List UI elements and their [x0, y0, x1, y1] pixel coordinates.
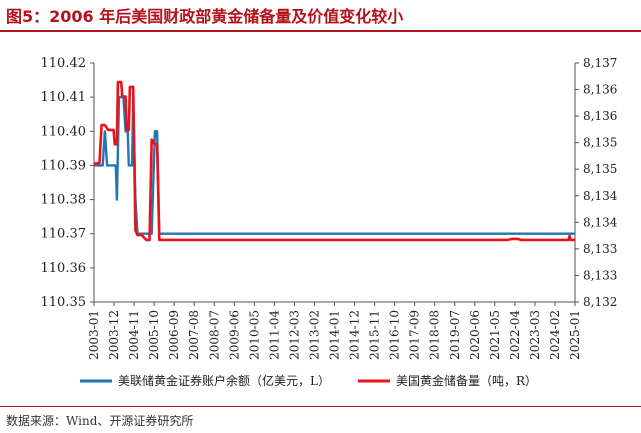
right-axis: 8,132 8,133 8,133 8,134 8,134 8,135 8,135 8,136…: [575, 56, 618, 309]
chart-title: 图5：2006 年后美国财政部黄金储备量及价值变化较小: [6, 7, 404, 26]
left-tick-label: 110.37: [41, 227, 87, 242]
x-tick-label: 2018-08: [428, 310, 442, 360]
right-tick-label: 8,137: [583, 56, 617, 70]
x-tick-label: 2014-12: [348, 310, 362, 360]
series-layer: [94, 80, 575, 242]
x-tick-label: 2024-02: [548, 310, 562, 360]
right-tick-label: 8,134: [583, 215, 618, 229]
x-tick-label: 2014-01: [328, 310, 342, 360]
x-tick-label: 2011-04: [267, 310, 281, 360]
left-tick-label: 110.36: [41, 261, 87, 276]
x-tick-label: 2009-06: [227, 310, 241, 360]
x-tick-label: 2021-05: [488, 310, 502, 360]
legend-label-1: 美联储黄金证券账户余额（亿美元，L）: [118, 373, 330, 388]
right-tick-label: 8,136: [583, 109, 617, 123]
legend-label-2: 美国黄金储备量（吨，R）: [396, 373, 537, 388]
left-tick-label: 110.39: [41, 158, 87, 173]
x-tick-label: 2005-10: [147, 310, 161, 360]
x-tick-label: 2012-03: [287, 310, 301, 360]
series-line-right: [94, 80, 575, 242]
left-tick-label: 110.42: [41, 56, 87, 71]
x-tick-label: 2003-01: [87, 310, 101, 360]
right-tick-label: 8,134: [583, 189, 618, 203]
series-line-left: [94, 95, 575, 235]
x-tick-label: 2008-07: [207, 310, 221, 360]
x-tick-label: 2003-12: [107, 310, 121, 360]
left-tick-label: 110.40: [41, 124, 87, 139]
right-tick-label: 8,133: [583, 268, 617, 282]
legend: 美联储黄金证券账户余额（亿美元，L） 美国黄金储备量（吨，R）: [80, 373, 537, 388]
x-tick-label: 2004-11: [127, 310, 141, 360]
x-tick-label: 2010-05: [247, 310, 261, 360]
source-divider: [0, 406, 641, 407]
right-tick-label: 8,133: [583, 242, 617, 256]
plot-frame: [93, 63, 576, 303]
left-tick-label: 110.38: [41, 193, 87, 208]
x-tick-label: 2019-07: [448, 310, 462, 360]
x-tick-label: 2017-09: [408, 310, 422, 360]
x-axis: 2003-01 2003-12 2004-11 2005-10 2006-09 2007-…: [87, 302, 582, 360]
x-tick-label: 2013-02: [307, 310, 321, 360]
right-tick-label: 8,135: [583, 162, 617, 176]
x-tick-label: 2016-10: [388, 310, 402, 360]
x-tick-label: 2020-06: [468, 310, 482, 360]
right-tick-label: 8,136: [583, 83, 617, 97]
x-tick-label: 2015-11: [368, 310, 382, 360]
data-source: 数据来源：Wind、开源证券研究所: [6, 414, 194, 428]
left-tick-label: 110.41: [41, 90, 87, 105]
title-divider: [0, 30, 641, 32]
x-tick-label: 2007-08: [187, 310, 201, 360]
x-tick-label: 2025-01: [568, 310, 582, 360]
x-tick-label: 2023-03: [528, 310, 542, 360]
left-axis: 110.35 110.36 110.37 110.38 110.39 110.40 110.…: [41, 56, 94, 310]
left-tick-label: 110.35: [41, 295, 87, 310]
x-tick-label: 2006-09: [167, 310, 181, 360]
right-tick-label: 8,132: [583, 295, 617, 309]
x-tick-label: 2022-04: [508, 310, 522, 360]
right-tick-label: 8,135: [583, 136, 617, 150]
